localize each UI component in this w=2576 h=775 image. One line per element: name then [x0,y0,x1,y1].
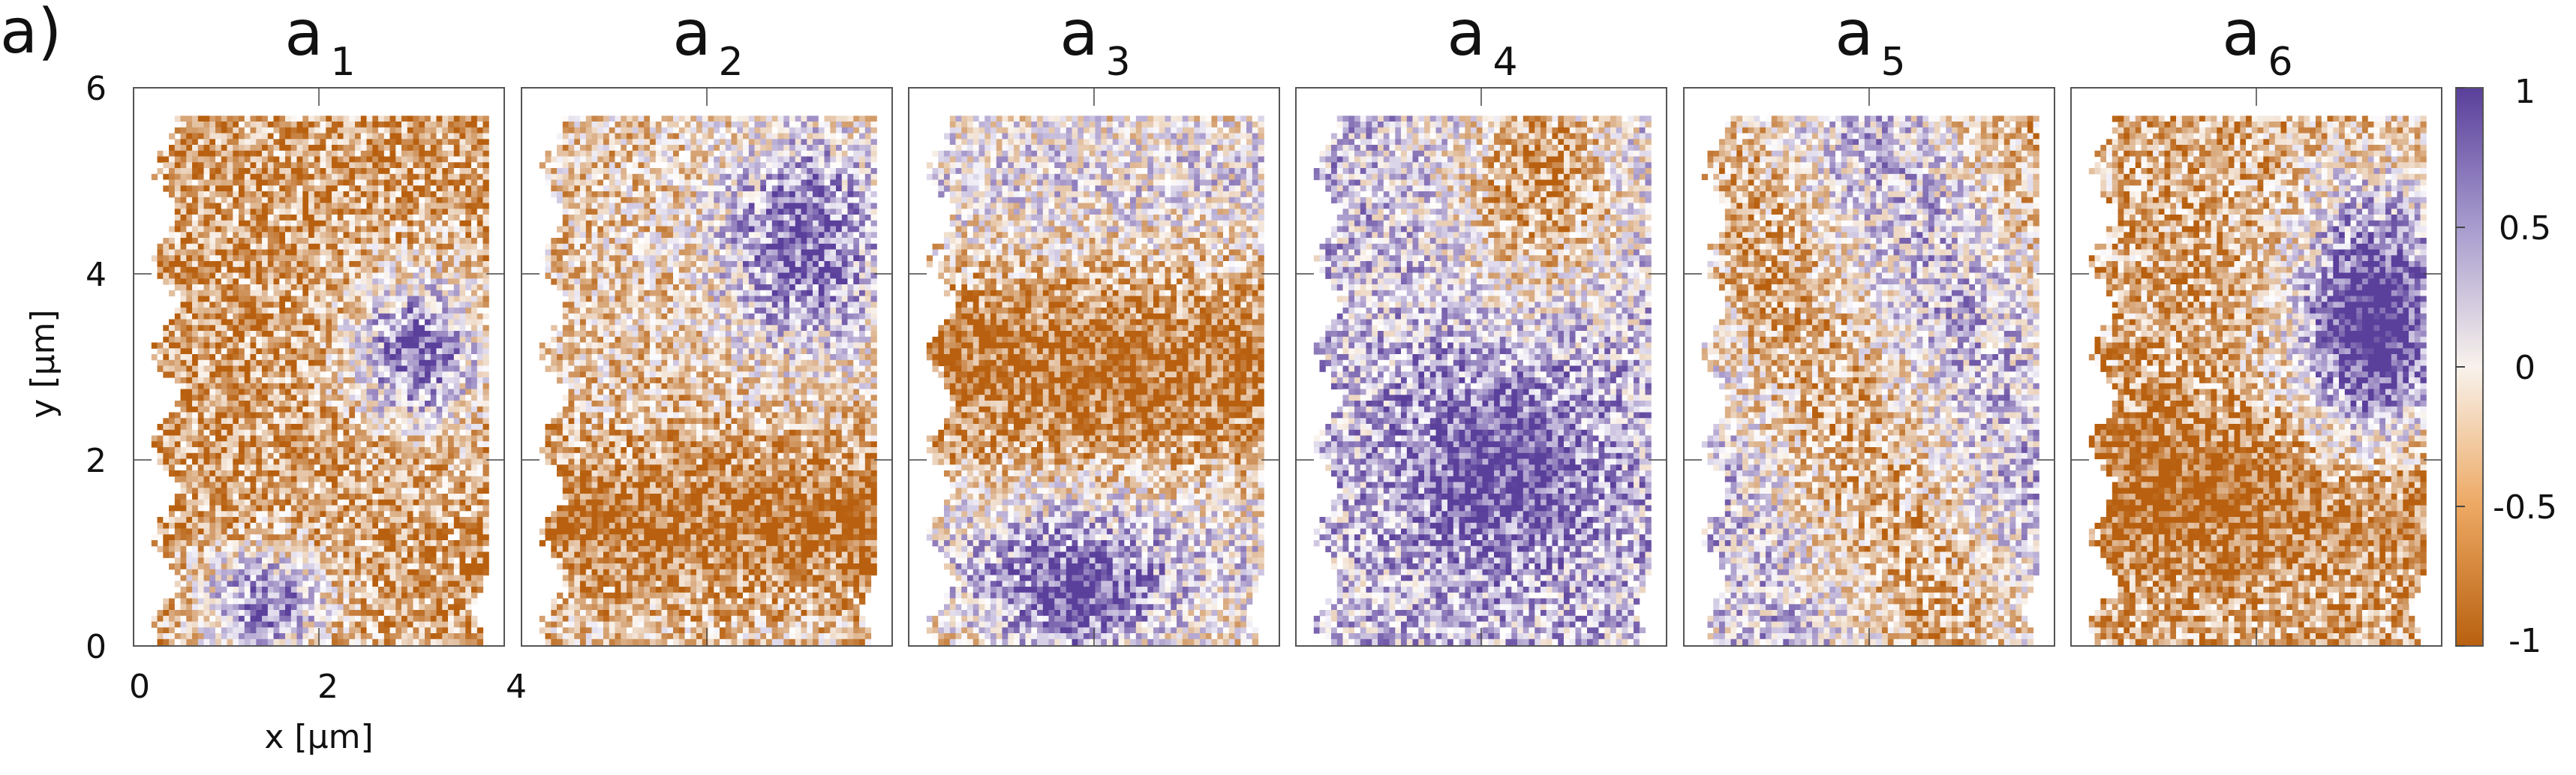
colorbar-tick-label: 0 [2514,349,2535,387]
panel-frame [1683,87,2055,647]
panel-title-3: a [1060,0,1098,70]
panel-label: a) [0,0,62,68]
panel-title-subscript-3: 3 [1105,40,1130,85]
panel-title-subscript-4: 4 [1492,40,1517,85]
grid-lines [522,88,892,646]
heatmap-cells [2088,116,2427,646]
panel-title-6: a [2222,0,2260,70]
heatmap-cells [151,116,489,646]
panel-title-5: a [1835,0,1873,70]
panel-frame [908,87,1280,647]
x-tick-label: 4 [506,668,527,706]
panel-title-1: a [284,0,323,70]
heatmap-cells [926,116,1264,646]
heatmap-cells [1313,116,1652,646]
colorbar-tick-label: 1 [2514,73,2535,111]
y-tick-label: 2 [86,442,107,480]
panel-title-subscript-2: 2 [718,40,743,85]
x-axis: 0 2 4 [129,668,527,706]
panel-title-2: a [672,0,711,70]
heatmap-cells [1701,116,2039,646]
x-tick-label: 2 [317,668,338,706]
colorbar-tick-label: 0.5 [2499,209,2551,248]
grid-lines [134,88,504,646]
y-axis: 0 2 4 6 [86,70,107,666]
panel-frame [521,87,893,647]
panel-title-subscript-1: 1 [330,40,355,85]
y-tick-label: 4 [86,256,107,294]
panel-frame [133,87,505,647]
x-tick-label: 0 [129,668,150,706]
panel-frame [2070,87,2442,647]
grid-lines [1296,88,1667,646]
heatmap-cells [539,116,877,646]
panel-title-subscript-5: 5 [1880,40,1905,85]
y-axis-label: y [μm] [24,309,62,418]
grid-lines [2071,88,2442,646]
grid-lines [909,88,1279,646]
y-tick-label: 6 [86,70,107,108]
colorbar: 1 0.5 0 -0.5 -1 [2455,73,2557,660]
panel-frame [1295,87,1667,647]
grid-lines [1684,88,2054,646]
colorbar-tick-label: -0.5 [2493,488,2557,527]
y-tick-label: 0 [86,628,107,666]
colorbar-tick-label: -1 [2508,622,2541,660]
x-axis-label: x [μm] [264,718,373,756]
panel-title-4: a [1447,0,1485,70]
panel-title-subscript-6: 6 [2268,40,2292,85]
